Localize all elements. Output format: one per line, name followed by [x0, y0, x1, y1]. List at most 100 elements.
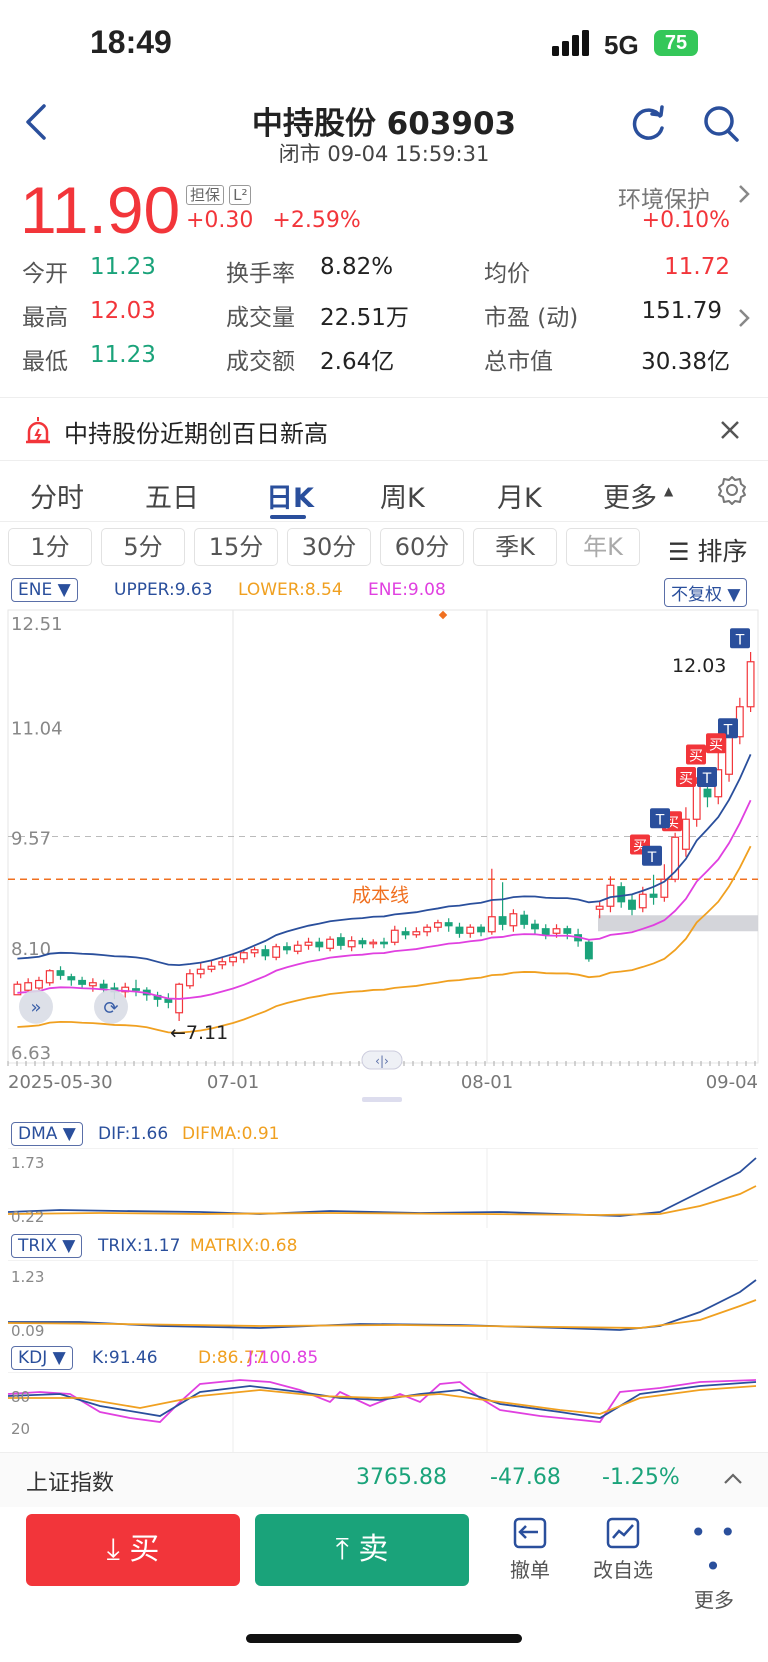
dma-chart[interactable] [0, 1148, 768, 1228]
more-button[interactable]: • • • 更多 [686, 1516, 742, 1613]
matrix-value: MATRIX:0.68 [190, 1236, 298, 1256]
candle [207, 965, 216, 970]
upper-band-line [17, 753, 752, 967]
search-icon[interactable] [702, 104, 742, 144]
candle [336, 937, 345, 946]
candle [218, 961, 227, 966]
t-marker [642, 845, 662, 866]
buy-arrow-icon: ⤓ [106, 1532, 120, 1567]
period-5min[interactable]: 5分 [101, 528, 185, 566]
settings-gear-icon[interactable] [716, 474, 748, 506]
period-1min[interactable]: 1分 [8, 528, 92, 566]
trix-chart[interactable] [0, 1260, 768, 1340]
y-tick-label: 8.10 [11, 939, 51, 960]
sell-arrow-icon: ⤒ [335, 1532, 349, 1567]
indicator-selector-dma[interactable]: DMA ▼ [11, 1122, 83, 1146]
close-icon[interactable] [718, 418, 742, 442]
candle [56, 970, 65, 976]
margin-tag: 担保 [186, 185, 225, 205]
y-tick-label: 6.63 [11, 1043, 51, 1064]
x-tick-label: 08-01 [461, 1072, 513, 1093]
cancel-order-button[interactable]: 撤单 [500, 1516, 560, 1583]
quote-value: 12.03 [90, 298, 156, 324]
buy-marker-text: 买 [709, 737, 723, 753]
drag-icon: ‹|› [375, 1054, 389, 1068]
index-change: -47.68 [490, 1465, 561, 1490]
x-tick-label: 2025-05-30 [8, 1072, 113, 1093]
t-marker-text: T [655, 812, 665, 828]
candle [283, 946, 291, 951]
cost-line-label: 成本线 [352, 884, 409, 906]
candle [347, 940, 356, 948]
sell-label: 卖 [358, 1532, 389, 1567]
edit-watchlist-button[interactable]: 改自选 [584, 1516, 662, 1583]
battery-icon: 75 [654, 30, 698, 56]
candle [24, 982, 33, 991]
indicator-selector-ene[interactable]: ENE ▼ [11, 578, 78, 602]
matrix-line [7, 1299, 757, 1329]
buy-marker-text: 买 [679, 771, 693, 787]
period-60min[interactable]: 60分 [380, 528, 464, 566]
candle [692, 782, 701, 820]
high-price-label: 12.03 [672, 655, 726, 677]
expand-button [19, 989, 53, 1024]
upper-value: UPPER:9.63 [114, 580, 213, 600]
tab-daily-k[interactable]: 日K [266, 483, 314, 514]
chevron-right-icon[interactable] [736, 306, 752, 330]
caret-up-icon: ▲ [664, 484, 674, 498]
period-quarter-k[interactable]: 季K [473, 528, 557, 566]
x-tick-label: 07-01 [207, 1072, 259, 1093]
tab-more[interactable]: 更多 [603, 483, 657, 514]
scroll-handle [361, 1050, 403, 1070]
period-30min[interactable]: 30分 [287, 528, 371, 566]
sector-name[interactable]: 环境保护 [618, 187, 710, 213]
index-bar[interactable]: 上证指数 3765.88 -47.68 -1.25% [0, 1452, 768, 1507]
k-value: K:91.46 [92, 1348, 158, 1368]
sector-change: +0.10% [641, 208, 730, 233]
candle [293, 944, 302, 952]
kdj-chart[interactable] [0, 1372, 768, 1452]
candle [35, 979, 43, 989]
sell-button[interactable]: ⤒ 卖 [255, 1514, 469, 1586]
rotate-button [94, 989, 128, 1024]
trix-axis-top: 1.23 [11, 1268, 45, 1286]
candle [563, 928, 572, 934]
tab-monthly-k[interactable]: 月K [497, 483, 542, 514]
kdj-name: KDJ [18, 1348, 48, 1368]
sort-button[interactable]: ☰ 排序 [668, 532, 747, 568]
tab-timeshare[interactable]: 分时 [30, 483, 84, 514]
candle [261, 949, 270, 957]
y-tick-label: 9.57 [11, 829, 51, 850]
notice-text[interactable]: 中持股份近期创百日新高 [64, 420, 328, 448]
period-year-k[interactable]: 年K [566, 528, 640, 566]
back-icon[interactable] [22, 102, 52, 142]
adjust-selector[interactable]: 不复权 ▼ [664, 578, 748, 607]
tab-weekly-k[interactable]: 周K [380, 483, 425, 514]
indicator-selector-kdj[interactable]: KDJ ▼ [11, 1346, 73, 1370]
chevron-up-icon[interactable] [722, 1471, 744, 1487]
page-title: 中持股份 603903 [251, 106, 517, 142]
indicator-selector-trix[interactable]: TRIX ▼ [11, 1234, 83, 1258]
candle [250, 949, 259, 954]
candle [671, 836, 680, 880]
kline-chart[interactable]: 成本线12.5111.049.578.106.6312.03←7.11TT买买T… [0, 602, 768, 1104]
quote-label: 换手率 [226, 261, 295, 287]
chevron-right-icon[interactable] [736, 182, 752, 206]
active-tab-indicator [270, 515, 306, 519]
refresh-icon[interactable] [628, 104, 668, 144]
buy-button[interactable]: ⤓ 买 [26, 1514, 240, 1586]
indicator-name: ENE [18, 580, 53, 600]
candle [617, 886, 626, 903]
d-line [8, 1385, 757, 1415]
candle [552, 928, 561, 934]
lower-band-line [17, 845, 752, 1034]
candle [746, 661, 755, 708]
candle [185, 973, 194, 987]
quote-value: 11.72 [664, 254, 730, 280]
divider [0, 521, 768, 522]
period-15min[interactable]: 15分 [194, 528, 278, 566]
tab-five-day[interactable]: 五日 [145, 483, 199, 514]
signal-icon [552, 30, 589, 56]
y-tick-label: 11.04 [11, 718, 63, 739]
candle [466, 926, 475, 934]
